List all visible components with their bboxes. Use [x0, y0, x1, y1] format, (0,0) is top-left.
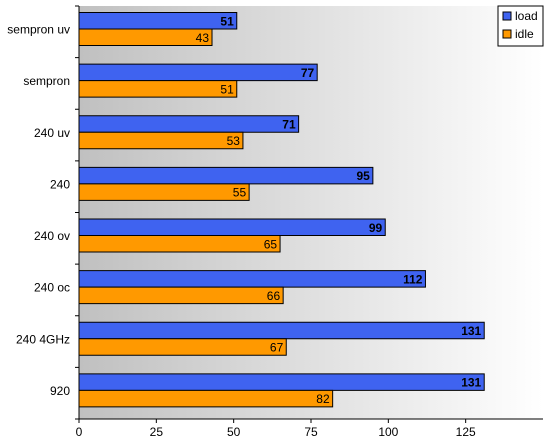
bar-load-3 [78, 166, 374, 185]
category-label-4: 240 ov [34, 229, 70, 243]
bars-group: 51 43 77 51 71 53 95 55 99 65 112 66 131 67 131 82 [78, 12, 485, 408]
data-label-idle-0: 43 [196, 31, 210, 45]
bar-idle-0 [78, 28, 213, 46]
data-label-idle-6: 67 [270, 341, 284, 355]
data-label-load-4: 99 [369, 221, 383, 235]
x-tick-label-4: 100 [378, 425, 398, 439]
data-label-idle-5: 66 [267, 289, 281, 303]
data-label-idle-7: 82 [316, 392, 330, 406]
data-label-idle-2: 53 [227, 134, 241, 148]
bar-load-4 [78, 218, 386, 236]
x-tick-label-2: 50 [227, 425, 241, 439]
data-label-load-7: 131 [461, 376, 481, 390]
data-label-idle-4: 65 [264, 237, 278, 251]
category-label-2: 240 uv [34, 126, 70, 140]
category-label-7: 920 [50, 384, 70, 398]
x-tick-label-3: 75 [304, 425, 318, 439]
data-label-load-2: 71 [282, 118, 296, 132]
bar-load-1 [78, 63, 318, 82]
data-label-idle-1: 51 [220, 82, 234, 96]
category-label-1: sempron [23, 74, 70, 88]
x-tick-label-5: 125 [456, 425, 476, 439]
legend-swatch-idle [502, 29, 512, 39]
data-label-load-0: 51 [220, 14, 234, 28]
x-tick-label-0: 0 [76, 425, 83, 439]
bar-load-0 [78, 12, 238, 30]
bar-load-2 [78, 115, 300, 133]
legend: load idle [497, 5, 544, 47]
bar-idle-5 [78, 286, 284, 305]
legend-label-load: load [515, 9, 538, 23]
category-label-5: 240 oc [34, 281, 70, 295]
bar-idle-4 [78, 235, 281, 253]
bar-idle-7 [78, 389, 334, 408]
category-label-0: sempron uv [7, 23, 70, 37]
data-label-load-1: 77 [301, 66, 315, 80]
data-label-load-6: 131 [461, 324, 481, 338]
bar-idle-6 [78, 338, 287, 356]
category-labels: sempron uv sempron 240 uv 240 240 ov 240 oc 24… [7, 23, 70, 398]
bar-load-5 [78, 270, 426, 288]
bar-idle-2 [78, 131, 244, 150]
bar-idle-1 [78, 80, 238, 98]
category-label-3: 240 [50, 177, 70, 191]
legend-label-idle: idle [515, 27, 534, 41]
legend-swatch-load [502, 11, 512, 21]
data-label-load-3: 95 [357, 169, 371, 183]
data-label-load-5: 112 [403, 272, 423, 286]
data-label-idle-3: 55 [233, 186, 247, 200]
bar-load-7 [78, 373, 485, 391]
x-tick-label-1: 25 [150, 425, 164, 439]
axes: 0 25 50 75 100 125 [75, 5, 543, 439]
bar-load-6 [78, 321, 485, 340]
bar-idle-3 [78, 183, 250, 201]
category-label-6: 240 4GHz [16, 332, 70, 346]
